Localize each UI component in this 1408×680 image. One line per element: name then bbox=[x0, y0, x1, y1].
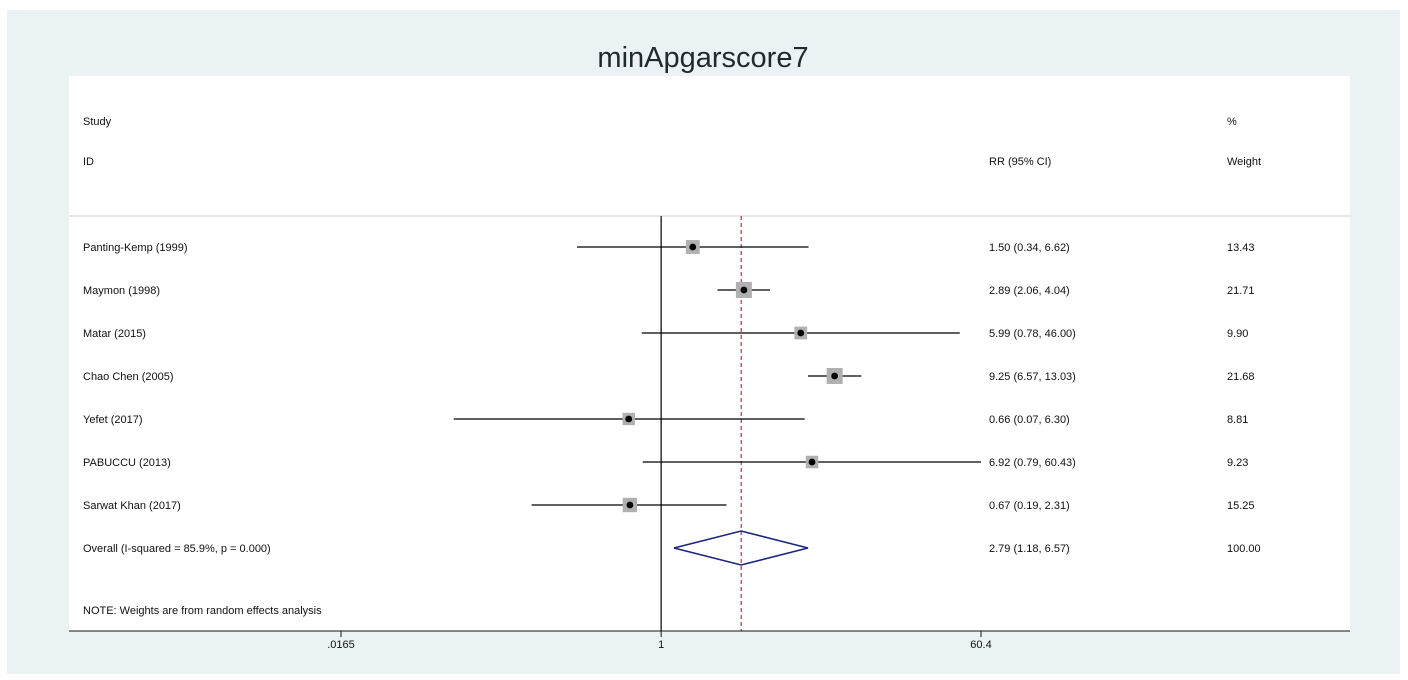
header-id: ID bbox=[83, 156, 94, 168]
study-ci-text: 0.66 (0.07, 6.30) bbox=[989, 414, 1070, 426]
overall-label: Overall (I-squared = 85.9%, p = 0.000) bbox=[83, 543, 271, 555]
study-ci-text: 2.89 (2.06, 4.04) bbox=[989, 285, 1070, 297]
header-weight-pct: % bbox=[1227, 116, 1237, 128]
study-point bbox=[689, 243, 697, 251]
overall-diamond bbox=[673, 530, 809, 566]
study-label: PABUCCU (2013) bbox=[83, 457, 171, 469]
x-tick-label: 60.4 bbox=[970, 639, 991, 651]
study-weight-text: 9.90 bbox=[1227, 328, 1248, 340]
header-weight: Weight bbox=[1227, 156, 1261, 168]
study-ci-text: 1.50 (0.34, 6.62) bbox=[989, 242, 1070, 254]
header-study: Study bbox=[83, 116, 112, 128]
study-point bbox=[831, 372, 839, 380]
study-label: Matar (2015) bbox=[83, 328, 146, 340]
study-point bbox=[740, 286, 748, 294]
study-point bbox=[626, 501, 634, 509]
overall-ci-text: 2.79 (1.18, 6.57) bbox=[989, 543, 1070, 555]
x-tick-label: .0165 bbox=[327, 639, 355, 651]
study-weight-text: 9.23 bbox=[1227, 457, 1248, 469]
study-ci-text: 0.67 (0.19, 2.31) bbox=[989, 500, 1070, 512]
study-weight-text: 21.68 bbox=[1227, 371, 1255, 383]
study-point bbox=[808, 458, 816, 466]
study-weight-text: 21.71 bbox=[1227, 285, 1255, 297]
chart-frame: minApgarscore7 Study ID RR (95% CI) % We… bbox=[7, 10, 1400, 674]
study-label: Chao Chen (2005) bbox=[83, 371, 174, 383]
study-point bbox=[797, 329, 805, 337]
study-ci-text: 6.92 (0.79, 60.43) bbox=[989, 457, 1076, 469]
study-label: Maymon (1998) bbox=[83, 285, 160, 297]
x-axis-ticks: .0165 1 60.4 bbox=[327, 631, 992, 651]
note-text: NOTE: Weights are from random effects an… bbox=[83, 605, 322, 617]
header-effect: RR (95% CI) bbox=[989, 156, 1051, 168]
study-weight-text: 13.43 bbox=[1227, 242, 1255, 254]
study-label: Panting-Kemp (1999) bbox=[83, 242, 188, 254]
forest-plot: minApgarscore7 Study ID RR (95% CI) % We… bbox=[69, 42, 1350, 651]
study-label: Sarwat Khan (2017) bbox=[83, 500, 181, 512]
study-weight-text: 8.81 bbox=[1227, 414, 1248, 426]
study-label: Yefet (2017) bbox=[83, 414, 143, 426]
x-tick-label: 1 bbox=[658, 639, 664, 651]
study-point bbox=[625, 415, 633, 423]
study-ci-text: 9.25 (6.57, 13.03) bbox=[989, 371, 1076, 383]
chart-title: minApgarscore7 bbox=[597, 42, 808, 74]
study-ci-text: 5.99 (0.78, 46.00) bbox=[989, 328, 1076, 340]
overall-weight-text: 100.00 bbox=[1227, 543, 1261, 555]
chart-marks: Panting-Kemp (1999) 1.50 (0.34, 6.62) 13.4… bbox=[83, 216, 1261, 631]
study-weight-text: 15.25 bbox=[1227, 500, 1255, 512]
